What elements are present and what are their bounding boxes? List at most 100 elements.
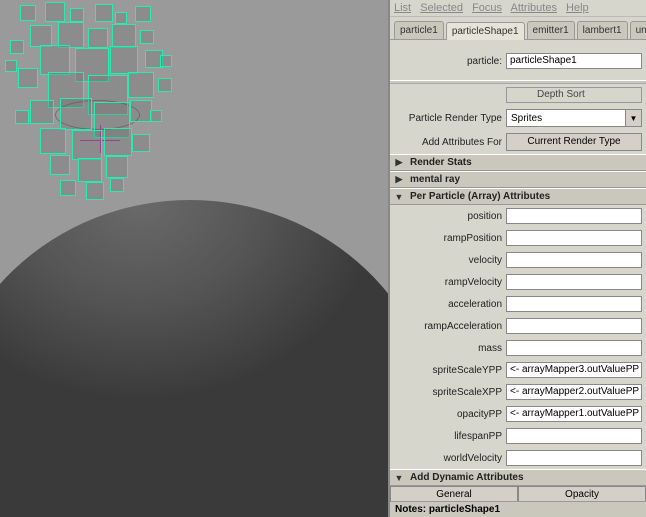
particle-sprite <box>160 55 172 67</box>
menu-attributes[interactable]: Attributes <box>510 2 556 14</box>
tab-uniformfield[interactable]: uniformFie <box>630 21 646 39</box>
pp-attr-row: velocity <box>390 249 646 271</box>
pp-attr-row: rampAcceleration <box>390 315 646 337</box>
section-title-mental-ray: mental ray <box>410 174 460 185</box>
pp-attr-label: rampAcceleration <box>394 321 502 332</box>
particle-sprite <box>106 156 128 178</box>
pp-attr-row: spriteScaleYPP <- arrayMapper3.outValuePP <box>390 359 646 381</box>
expand-arrow-icon: ▼ <box>394 192 404 202</box>
collapse-arrow-icon: ▶ <box>394 157 404 168</box>
section-add-dynamic[interactable]: ▼ Add Dynamic Attributes <box>390 469 646 486</box>
particle-sprite <box>40 128 66 154</box>
render-type-dropdown[interactable]: Sprites ▼ <box>506 109 642 127</box>
particle-sprite <box>150 110 162 122</box>
particle-sprite <box>45 2 65 22</box>
particle-sprite <box>50 155 70 175</box>
pp-attr-input[interactable] <box>506 252 642 268</box>
particle-sprite <box>40 45 70 75</box>
pp-attr-label: lifespanPP <box>394 431 502 442</box>
particle-sprite <box>72 130 102 160</box>
notes-row[interactable]: Notes: particleShape1 <box>390 501 646 517</box>
particle-sprite <box>18 68 38 88</box>
pp-attr-label: position <box>394 211 502 222</box>
particle-sprite <box>30 25 52 47</box>
particle-sprite <box>115 12 127 24</box>
particle-sprite <box>86 182 104 200</box>
menu-help[interactable]: Help <box>566 2 589 14</box>
particle-sprite <box>130 100 152 122</box>
particle-sprite <box>132 134 150 152</box>
tab-bar: particle1 particleShape1 emitter1 lamber… <box>390 17 646 40</box>
menu-selected[interactable]: Selected <box>420 2 463 14</box>
particle-sprite <box>95 4 113 22</box>
pp-attr-input[interactable] <box>506 230 642 246</box>
particle-sprite <box>135 6 151 22</box>
pp-attr-input[interactable]: <- arrayMapper2.outValuePP <box>506 384 642 400</box>
section-per-particle[interactable]: ▼ Per Particle (Array) Attributes <box>390 188 646 205</box>
particle-sprite <box>112 24 136 48</box>
tab-particle1[interactable]: particle1 <box>394 21 444 39</box>
pp-attr-label: velocity <box>394 255 502 266</box>
particle-sprite <box>158 78 172 92</box>
tab-emitter1[interactable]: emitter1 <box>527 21 575 39</box>
particle-sprite <box>104 128 132 156</box>
pp-attr-row: opacityPP <- arrayMapper1.outValuePP <box>390 403 646 425</box>
particle-name-input[interactable]: particleShape1 <box>506 53 642 69</box>
section-mental-ray[interactable]: ▶ mental ray <box>390 171 646 188</box>
tab-particleshape1[interactable]: particleShape1 <box>446 22 525 40</box>
pp-attr-label: mass <box>394 343 502 354</box>
menu-list[interactable]: List <box>394 2 411 14</box>
pp-attr-row: acceleration <box>390 293 646 315</box>
section-title-add-dynamic: Add Dynamic Attributes <box>410 472 524 483</box>
section-title-per-particle: Per Particle (Array) Attributes <box>410 191 550 202</box>
pp-attr-input[interactable] <box>506 208 642 224</box>
pp-attr-label: acceleration <box>394 299 502 310</box>
pp-attr-input[interactable]: <- arrayMapper3.outValuePP <box>506 362 642 378</box>
panel-menubar[interactable]: List Selected Focus Attributes Help <box>390 0 646 17</box>
section-render-stats[interactable]: ▶ Render Stats <box>390 154 646 171</box>
particle-name-row: particle: particleShape1 <box>390 50 646 72</box>
particle-name-label: particle: <box>394 56 502 67</box>
depth-sort-button[interactable]: Depth Sort <box>506 87 642 103</box>
depth-sort-row: Depth Sort <box>390 84 646 106</box>
pp-attr-input[interactable] <box>506 274 642 290</box>
particle-sprite <box>30 100 54 124</box>
pp-attr-input[interactable] <box>506 450 642 466</box>
particle-sprite <box>140 30 154 44</box>
viewport-3d[interactable] <box>0 0 388 517</box>
particle-sprite <box>15 110 29 124</box>
per-particle-list: positionrampPositionvelocityrampVelocity… <box>390 205 646 469</box>
pp-attr-label: rampPosition <box>394 233 502 244</box>
particle-sprite <box>20 5 36 21</box>
chevron-down-icon[interactable]: ▼ <box>625 110 641 126</box>
menu-focus[interactable]: Focus <box>472 2 502 14</box>
particle-sprite <box>10 40 24 54</box>
add-attrs-label: Add Attributes For <box>394 137 502 148</box>
pp-attr-input[interactable] <box>506 296 642 312</box>
pp-attr-row: lifespanPP <box>390 425 646 447</box>
pp-attr-row: worldVelocity <box>390 447 646 469</box>
pp-attr-row: position <box>390 205 646 227</box>
particle-sprite <box>110 46 138 74</box>
render-type-row: Particle Render Type Sprites ▼ <box>390 106 646 130</box>
section-title-render-stats: Render Stats <box>410 157 472 168</box>
pp-attr-label: spriteScaleYPP <box>394 365 502 376</box>
pp-attr-label: opacityPP <box>394 409 502 420</box>
pp-attr-input[interactable]: <- arrayMapper1.outValuePP <box>506 406 642 422</box>
tab-lambert1[interactable]: lambert1 <box>577 21 628 39</box>
render-type-value: Sprites <box>507 113 625 124</box>
pp-attr-row: spriteScaleXPP<- arrayMapper2.outValuePP <box>390 381 646 403</box>
attribute-editor-panel: List Selected Focus Attributes Help part… <box>388 0 646 517</box>
expand-arrow-icon: ▼ <box>394 473 404 483</box>
particle-sprite <box>128 72 154 98</box>
current-render-type-button[interactable]: Current Render Type <box>506 133 642 151</box>
pp-attr-input[interactable] <box>506 318 642 334</box>
render-type-label: Particle Render Type <box>394 113 502 124</box>
pp-attr-row: rampPosition <box>390 227 646 249</box>
pp-attr-label: worldVelocity <box>394 453 502 464</box>
pp-attr-input[interactable] <box>506 428 642 444</box>
terrain-hill <box>0 200 388 517</box>
pp-attr-input[interactable] <box>506 340 642 356</box>
particle-sprite <box>88 28 108 48</box>
particle-sprite <box>78 158 102 182</box>
